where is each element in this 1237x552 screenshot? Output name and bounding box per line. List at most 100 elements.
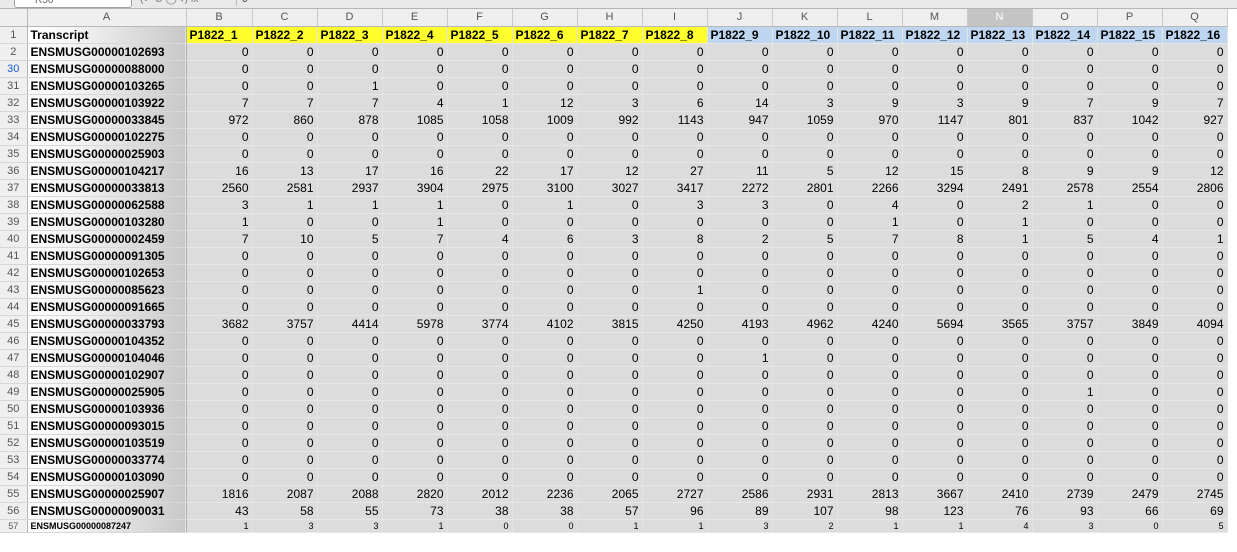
count-cell[interactable]: 0 bbox=[382, 298, 448, 316]
count-cell[interactable]: 1143 bbox=[642, 111, 708, 129]
count-cell[interactable]: 2272 bbox=[707, 179, 773, 197]
transcript-id-cell[interactable]: ENSMUSG00000025907 bbox=[27, 485, 187, 503]
count-cell[interactable]: 0 bbox=[186, 77, 253, 95]
count-cell[interactable]: 14 bbox=[707, 94, 773, 112]
count-cell[interactable]: 0 bbox=[1162, 400, 1228, 418]
count-cell[interactable]: 0 bbox=[772, 298, 838, 316]
count-cell[interactable]: 9 bbox=[837, 94, 903, 112]
count-cell[interactable]: 0 bbox=[1162, 247, 1228, 265]
count-cell[interactable]: 0 bbox=[577, 434, 643, 452]
sample-header-cell[interactable]: P1822_10 bbox=[772, 26, 838, 44]
count-cell[interactable]: 0 bbox=[837, 247, 903, 265]
count-cell[interactable]: 1 bbox=[1032, 383, 1098, 401]
transcript-id-cell[interactable]: ENSMUSG00000103519 bbox=[27, 434, 187, 452]
count-cell[interactable]: 0 bbox=[902, 43, 968, 61]
count-cell[interactable]: 0 bbox=[512, 128, 578, 146]
formula-input[interactable]: 0 bbox=[236, 0, 1232, 6]
row-header[interactable]: 50 bbox=[0, 400, 28, 418]
count-cell[interactable]: 6 bbox=[512, 230, 578, 248]
count-cell[interactable]: 0 bbox=[1032, 213, 1098, 231]
count-cell[interactable]: 0 bbox=[772, 213, 838, 231]
count-cell[interactable]: 0 bbox=[1097, 468, 1163, 486]
count-cell[interactable]: 0 bbox=[382, 417, 448, 435]
count-cell[interactable]: 4 bbox=[382, 94, 448, 112]
count-cell[interactable]: 0 bbox=[577, 43, 643, 61]
count-cell[interactable]: 3294 bbox=[902, 179, 968, 197]
count-cell[interactable]: 0 bbox=[772, 196, 838, 214]
transcript-id-cell[interactable]: ENSMUSG00000103280 bbox=[27, 213, 187, 231]
count-cell[interactable]: 0 bbox=[382, 366, 448, 384]
sample-header-cell[interactable]: P1822_8 bbox=[642, 26, 708, 44]
count-cell[interactable]: 0 bbox=[1097, 77, 1163, 95]
count-cell[interactable]: 0 bbox=[512, 60, 578, 78]
sample-header-cell[interactable]: P1822_7 bbox=[577, 26, 643, 44]
count-cell[interactable]: 1 bbox=[642, 519, 708, 533]
count-cell[interactable]: 7 bbox=[382, 230, 448, 248]
count-cell[interactable]: 2806 bbox=[1162, 179, 1228, 197]
count-cell[interactable]: 0 bbox=[772, 451, 838, 469]
count-cell[interactable]: 0 bbox=[902, 213, 968, 231]
count-cell[interactable]: 0 bbox=[1162, 434, 1228, 452]
count-cell[interactable]: 11 bbox=[707, 162, 773, 180]
count-cell[interactable]: 0 bbox=[1032, 298, 1098, 316]
count-cell[interactable]: 0 bbox=[902, 247, 968, 265]
count-cell[interactable]: 0 bbox=[902, 417, 968, 435]
count-cell[interactable]: 0 bbox=[512, 366, 578, 384]
count-cell[interactable]: 1 bbox=[707, 349, 773, 367]
count-cell[interactable]: 3417 bbox=[642, 179, 708, 197]
count-cell[interactable]: 2820 bbox=[382, 485, 448, 503]
count-cell[interactable]: 0 bbox=[707, 145, 773, 163]
count-cell[interactable]: 0 bbox=[837, 264, 903, 282]
count-cell[interactable]: 0 bbox=[447, 434, 513, 452]
count-cell[interactable]: 0 bbox=[1032, 145, 1098, 163]
count-cell[interactable]: 0 bbox=[577, 366, 643, 384]
count-cell[interactable]: 0 bbox=[837, 417, 903, 435]
row-header[interactable]: 36 bbox=[0, 162, 28, 180]
count-cell[interactable]: 2813 bbox=[837, 485, 903, 503]
count-cell[interactable]: 0 bbox=[512, 43, 578, 61]
count-cell[interactable]: 1 bbox=[837, 519, 903, 533]
count-cell[interactable]: 947 bbox=[707, 111, 773, 129]
count-cell[interactable]: 0 bbox=[837, 145, 903, 163]
count-cell[interactable]: 0 bbox=[967, 247, 1033, 265]
count-cell[interactable]: 0 bbox=[902, 400, 968, 418]
count-cell[interactable]: 3682 bbox=[186, 315, 253, 333]
count-cell[interactable]: 0 bbox=[447, 213, 513, 231]
count-cell[interactable]: 0 bbox=[902, 349, 968, 367]
transcript-id-cell[interactable]: ENSMUSG00000104217 bbox=[27, 162, 187, 180]
count-cell[interactable]: 69 bbox=[1162, 502, 1228, 520]
count-cell[interactable]: 0 bbox=[707, 451, 773, 469]
count-cell[interactable]: 0 bbox=[902, 332, 968, 350]
count-cell[interactable]: 58 bbox=[252, 502, 318, 520]
row-header[interactable]: 32 bbox=[0, 94, 28, 112]
row-header[interactable]: 55 bbox=[0, 485, 28, 503]
count-cell[interactable]: 43 bbox=[186, 502, 253, 520]
count-cell[interactable]: 0 bbox=[772, 349, 838, 367]
count-cell[interactable]: 0 bbox=[382, 281, 448, 299]
count-cell[interactable]: 0 bbox=[902, 451, 968, 469]
count-cell[interactable]: 1 bbox=[512, 196, 578, 214]
count-cell[interactable]: 0 bbox=[772, 383, 838, 401]
count-cell[interactable]: 0 bbox=[837, 400, 903, 418]
count-cell[interactable]: 0 bbox=[1162, 349, 1228, 367]
count-cell[interactable]: 0 bbox=[642, 145, 708, 163]
sample-header-cell[interactable]: P1822_6 bbox=[512, 26, 578, 44]
row-header[interactable]: 30 bbox=[0, 60, 28, 78]
count-cell[interactable]: 3 bbox=[317, 519, 383, 533]
count-cell[interactable]: 0 bbox=[186, 468, 253, 486]
select-all-corner[interactable] bbox=[0, 9, 28, 27]
count-cell[interactable]: 0 bbox=[317, 145, 383, 163]
count-cell[interactable]: 0 bbox=[707, 264, 773, 282]
count-cell[interactable]: 0 bbox=[1097, 213, 1163, 231]
count-cell[interactable]: 0 bbox=[1032, 468, 1098, 486]
count-cell[interactable]: 0 bbox=[512, 349, 578, 367]
count-cell[interactable]: 0 bbox=[642, 366, 708, 384]
transcript-id-cell[interactable]: ENSMUSG00000093015 bbox=[27, 417, 187, 435]
count-cell[interactable]: 0 bbox=[186, 400, 253, 418]
count-cell[interactable]: 0 bbox=[967, 60, 1033, 78]
count-cell[interactable]: 0 bbox=[837, 366, 903, 384]
count-cell[interactable]: 0 bbox=[902, 60, 968, 78]
count-cell[interactable]: 5 bbox=[772, 230, 838, 248]
count-cell[interactable]: 0 bbox=[772, 400, 838, 418]
count-cell[interactable]: 8 bbox=[967, 162, 1033, 180]
